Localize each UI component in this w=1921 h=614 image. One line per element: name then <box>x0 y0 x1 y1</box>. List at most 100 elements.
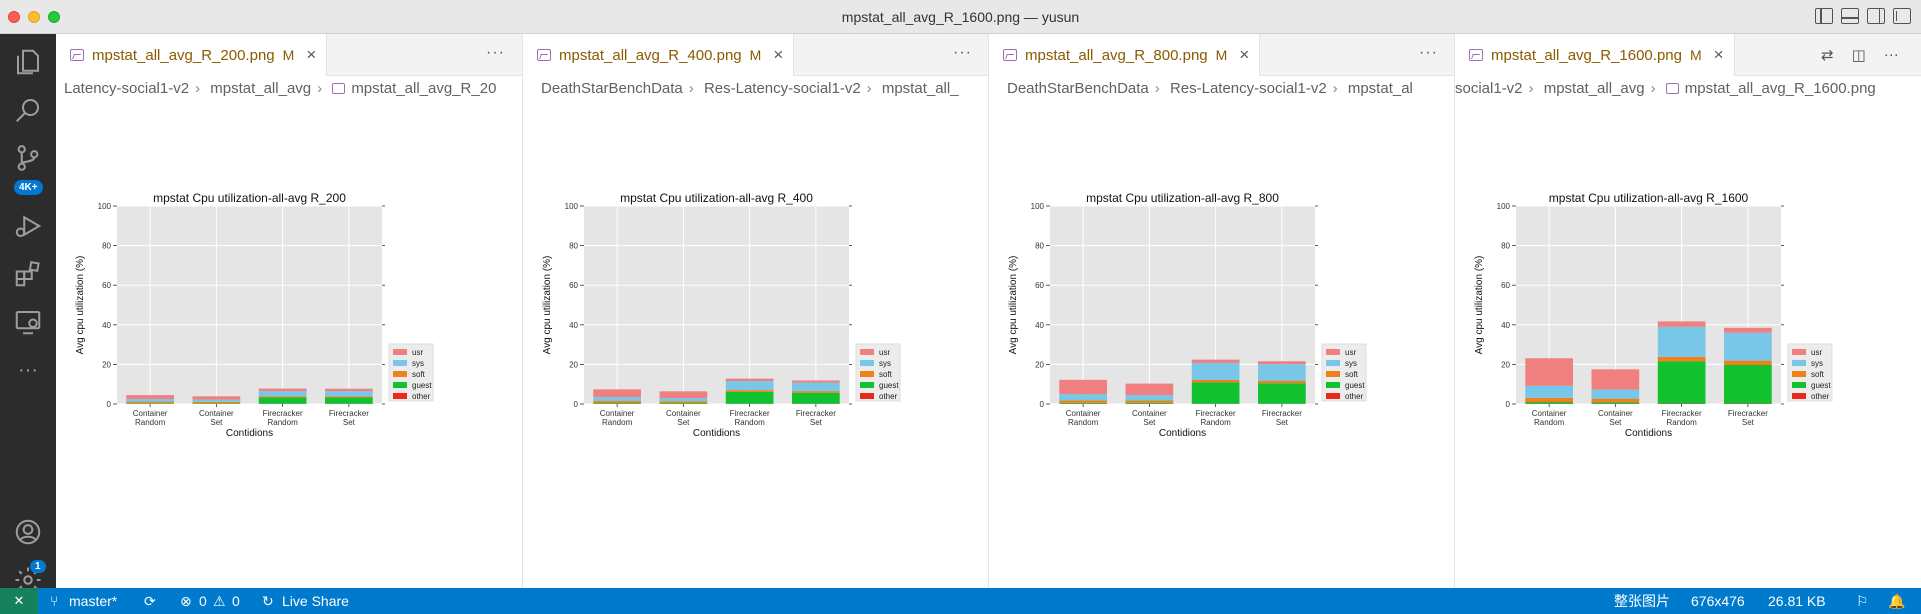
x-tick-label: Set <box>1276 418 1289 427</box>
x-tick-label: Random <box>135 418 166 427</box>
bar-segment-usr <box>792 380 840 383</box>
bar-segment-sys <box>593 397 641 402</box>
breadcrumb-item[interactable]: social1-v2 <box>1455 80 1523 97</box>
remote-indicator-icon[interactable]: ✕ <box>0 588 38 614</box>
bar-segment-soft <box>1258 380 1306 384</box>
legend-swatch-soft <box>1792 371 1806 377</box>
image-mode[interactable]: 整张图片 <box>1614 593 1670 609</box>
bar-segment-soft <box>659 401 708 404</box>
plot-area <box>117 206 382 404</box>
run-debug-icon[interactable] <box>0 202 56 250</box>
error-icon: ⊗ <box>180 593 192 609</box>
x-tick-label: Container <box>600 409 635 418</box>
bar-segment-sys <box>1525 385 1573 398</box>
chart-title: mpstat Cpu utilization-all-avg R_200 <box>153 191 346 205</box>
bar-segment-guest <box>659 403 708 404</box>
toggle-secondary-sidebar-icon[interactable] <box>1867 8 1885 24</box>
file-size: 26.81 KB <box>1768 593 1826 609</box>
breadcrumb-item[interactable]: DeathStarBenchData <box>541 80 683 97</box>
bar-segment-usr <box>1191 359 1240 363</box>
breadcrumb-separator-icon: › <box>1650 80 1656 97</box>
legend-swatch-sys <box>860 360 874 366</box>
tab-mpstat-r800[interactable]: mpstat_all_avg_R_800.png M × <box>989 34 1261 76</box>
explorer-icon[interactable] <box>0 38 56 86</box>
breadcrumb-item[interactable]: DeathStarBenchData <box>1007 80 1149 97</box>
y-tick-label: 40 <box>1035 321 1044 330</box>
legend-swatch-sys <box>393 360 407 366</box>
bar-segment-soft <box>1125 400 1174 403</box>
breadcrumb-item[interactable]: mpstat_all_avg_R_1600.png <box>1684 80 1876 97</box>
error-count[interactable]: 0 <box>199 593 207 609</box>
y-tick-label: 40 <box>1501 321 1510 330</box>
bar-segment-sys <box>792 382 840 392</box>
breadcrumb-item[interactable]: mpstat_all_avg_R_20 <box>351 80 497 97</box>
breadcrumb-item[interactable]: mpstat_all_avg <box>210 80 312 97</box>
legend-swatch-usr <box>1792 349 1806 355</box>
legend-label: usr <box>412 348 423 357</box>
tab-close-icon[interactable]: × <box>1239 45 1250 64</box>
bar-segment-sys <box>659 398 708 402</box>
x-tick-label: Firecracker <box>730 409 770 418</box>
accounts-icon[interactable] <box>0 508 56 556</box>
legend-swatch-soft <box>1326 371 1340 377</box>
y-tick-label: 100 <box>565 202 579 211</box>
breadcrumb-item[interactable]: Res-Latency-social1-v2 <box>703 80 861 97</box>
breadcrumb-item[interactable]: mpstat_all_ <box>881 80 959 97</box>
chart-r400: mpstat Cpu utilization-all-avg R_400 0 20 4… <box>542 191 901 439</box>
feedback-icon[interactable]: ⚐ <box>1856 593 1869 609</box>
open-changes-icon[interactable]: ⇄ <box>1821 47 1834 64</box>
more-actions-button[interactable]: ··· <box>1419 44 1438 61</box>
search-icon[interactable] <box>0 86 56 134</box>
customize-layout-icon[interactable] <box>1893 8 1911 24</box>
editor-group-4: mpstat_all_avg_R_1600.png M × ⇄ ◫ ··· so… <box>1455 34 1921 588</box>
legend-swatch-other <box>860 393 874 399</box>
bar-segment-usr <box>725 378 774 382</box>
tab-close-icon[interactable]: × <box>773 45 784 64</box>
more-views-icon[interactable]: ··· <box>18 358 38 381</box>
legend-swatch-sys <box>1326 360 1340 366</box>
split-editor-icon[interactable]: ◫ <box>1851 47 1866 64</box>
more-actions-button[interactable]: ··· <box>486 44 505 61</box>
branch-name[interactable]: master* <box>69 593 118 609</box>
breadcrumb-item[interactable]: mpstat_all_avg <box>1543 80 1645 97</box>
notifications-bell-icon[interactable]: 🔔 <box>1888 593 1906 609</box>
y-tick-label: 80 <box>1501 242 1510 251</box>
tab-mpstat-r1600[interactable]: mpstat_all_avg_R_1600.png M × <box>1455 34 1735 76</box>
x-tick-label: Random <box>1667 418 1698 427</box>
toggle-panel-icon[interactable] <box>1841 8 1859 24</box>
bar-segment-usr <box>325 388 373 392</box>
breadcrumb-item[interactable]: mpstat_al <box>1347 80 1413 97</box>
toggle-primary-sidebar-icon[interactable] <box>1815 8 1833 24</box>
bar-segment-sys <box>1657 326 1706 357</box>
live-share-button[interactable]: Live Share <box>282 593 349 609</box>
bar-segment-guest <box>1525 402 1573 404</box>
remote-explorer-icon[interactable] <box>0 298 56 346</box>
warning-count[interactable]: 0 <box>232 593 240 609</box>
legend-swatch-usr <box>860 349 874 355</box>
x-tick-label: Set <box>810 418 823 427</box>
tab-close-icon[interactable]: × <box>306 45 317 64</box>
y-tick-label: 0 <box>107 400 112 409</box>
sync-icon[interactable]: ⟳ <box>144 593 156 609</box>
bar-segment-soft <box>792 391 840 393</box>
tab-close-icon[interactable]: × <box>1713 45 1724 64</box>
x-tick-label: Firecracker <box>263 409 303 418</box>
bar-segment-soft <box>1657 356 1706 362</box>
legend-label: other <box>412 392 431 401</box>
bar-segment-sys <box>1724 332 1772 361</box>
maximize-window-button[interactable] <box>48 11 60 23</box>
breadcrumb-item[interactable]: Latency-social1-v2 <box>64 80 190 97</box>
more-actions-button[interactable]: ··· <box>953 44 972 61</box>
tab-mpstat-r200[interactable]: mpstat_all_avg_R_200.png M × <box>56 34 328 76</box>
bar-segment-soft <box>258 396 307 398</box>
breadcrumb-separator-icon: › <box>195 80 201 97</box>
source-control-icon[interactable] <box>0 134 56 182</box>
image-file-icon <box>332 83 346 94</box>
close-window-button[interactable] <box>8 11 20 23</box>
minimize-window-button[interactable] <box>28 11 40 23</box>
breadcrumb-item[interactable]: Res-Latency-social1-v2 <box>1169 80 1327 97</box>
more-actions-button[interactable]: ··· <box>1883 46 1899 63</box>
extensions-icon[interactable] <box>0 250 56 298</box>
y-tick-label: 80 <box>569 242 578 251</box>
tab-mpstat-r400[interactable]: mpstat_all_avg_R_400.png M × <box>523 34 795 76</box>
